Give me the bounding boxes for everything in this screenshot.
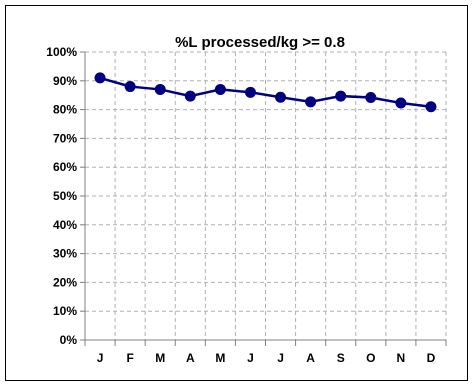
y-tick-label: 20% [53,275,77,289]
x-tick-label: A [306,351,315,365]
axes [80,51,447,346]
y-tick-label: 70% [53,131,77,145]
series [94,72,437,113]
x-tick-label: D [427,351,436,365]
data-point [94,72,106,84]
x-tick-label: O [366,351,375,365]
data-point [124,81,136,93]
x-tick-label: M [215,351,225,365]
x-tick-label: S [337,351,345,365]
x-tick-label: J [247,351,254,365]
y-tick-label: 90% [53,74,77,88]
data-point [305,96,317,108]
data-point [335,90,347,102]
y-tick-label: 100% [46,45,77,59]
x-tick-label: J [277,351,284,365]
y-tick-label: 80% [53,103,77,117]
x-tick-label: F [126,351,133,365]
gridlines [85,51,447,340]
y-tick-label: 40% [53,218,77,232]
data-point [365,92,377,104]
chart-area [5,5,468,381]
data-point [275,91,287,103]
data-point [395,97,407,109]
x-tick-label: J [97,351,104,365]
data-point [154,83,166,95]
x-tick-label: A [186,351,195,365]
data-point [184,90,196,102]
chart-title: %L processed/kg >= 0.8 [175,34,345,51]
x-tick-label: N [397,351,406,365]
y-tick-label: 10% [53,304,77,318]
y-axis-ticks: 0% 10% 20% 30% 40% 50% 60% 70% 80% 90% 100% [46,45,77,347]
y-tick-label: 60% [53,160,77,174]
data-point [425,101,437,113]
y-tick-label: 50% [53,189,77,203]
y-tick-label: 30% [53,247,77,261]
data-point [214,83,226,95]
x-tick-label: M [155,351,165,365]
y-tick-label: 0% [60,333,78,347]
data-point [244,86,256,98]
